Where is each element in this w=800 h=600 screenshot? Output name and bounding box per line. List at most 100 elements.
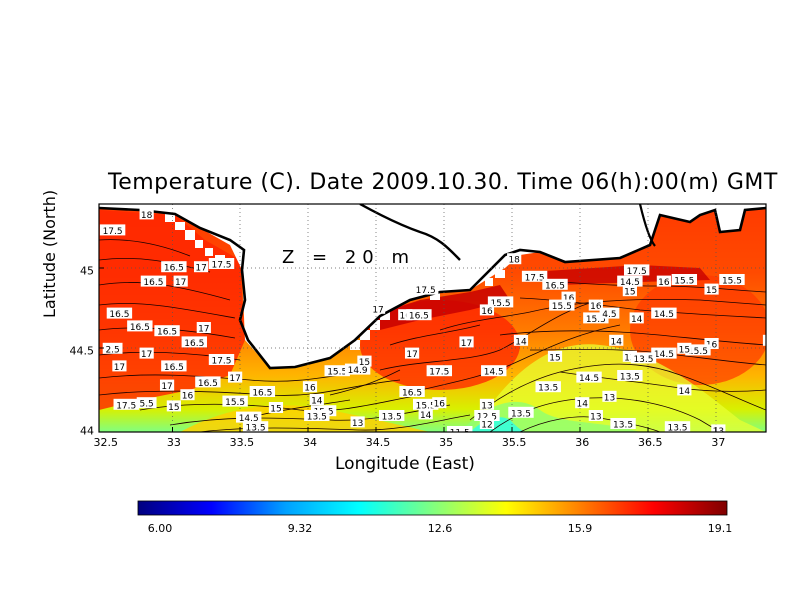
lon-tick-label: 35.5 <box>502 436 527 449</box>
contour-label: 18 <box>507 253 522 266</box>
contour-label: 15 <box>357 355 372 368</box>
coastline <box>99 206 766 370</box>
svg-text:13.5: 13.5 <box>307 413 327 423</box>
contour-label: 15.5 <box>583 312 609 325</box>
svg-text:5.5: 5.5 <box>139 400 153 410</box>
svg-text:17: 17 <box>114 363 125 373</box>
svg-text:14.5: 14.5 <box>654 310 674 320</box>
svg-text:16: 16 <box>481 307 493 317</box>
svg-text:16.5: 16.5 <box>130 323 150 333</box>
svg-text:14.9: 14.9 <box>348 366 368 376</box>
contour-label: 16 <box>656 275 672 288</box>
svg-text:15.5: 15.5 <box>416 401 436 411</box>
svg-text:16.5: 16.5 <box>164 264 184 274</box>
svg-text:11.5: 11.5 <box>450 429 470 439</box>
svg-text:14.5: 14.5 <box>620 278 640 288</box>
svg-text:13.5: 13.5 <box>667 424 687 434</box>
contour-label: 15 <box>547 350 563 363</box>
svg-text:14.5: 14.5 <box>579 374 599 384</box>
lon-tick-label: 36 <box>575 436 589 449</box>
contour-label: 13 <box>350 416 365 429</box>
contour-label: 15.5 <box>549 299 575 312</box>
lat-tick-label: 44 <box>80 424 94 437</box>
contour-label: 16 <box>479 304 495 317</box>
contour-label: 14.5 <box>236 411 262 424</box>
contour-label: 15 <box>268 402 284 415</box>
contour-label: 4.5 <box>599 307 620 320</box>
svg-text:17.5: 17.5 <box>211 357 231 367</box>
svg-text:15.5: 15.5 <box>225 398 245 408</box>
contour-label: 14 <box>677 384 692 397</box>
svg-text:15.5: 15.5 <box>688 347 708 357</box>
svg-text:16.: 16. <box>766 337 780 347</box>
svg-text:17.5: 17.5 <box>627 267 647 277</box>
contour-label: 14.5 <box>576 371 602 384</box>
svg-text:13.5: 13.5 <box>538 384 558 394</box>
svg-text:16.5: 16.5 <box>143 278 163 288</box>
contour-label: 16 <box>180 389 195 402</box>
svg-text:14: 14 <box>420 411 432 421</box>
contour-label: 14 <box>629 312 644 325</box>
svg-text:14: 14 <box>515 337 527 347</box>
svg-text:16: 16 <box>304 384 316 394</box>
contour-label: 17.5 <box>623 264 650 277</box>
contour-label: 16 <box>561 291 576 304</box>
contour-label: 13.5 <box>508 406 534 419</box>
lon-tick-label: 35 <box>439 436 453 449</box>
contour-label: 17.5 <box>521 270 548 283</box>
contour-label: 17.5 <box>99 224 126 237</box>
contour-label: 16 <box>704 338 719 351</box>
svg-text:15.5: 15.5 <box>722 277 742 287</box>
svg-text:16: 16 <box>400 312 412 322</box>
contour-label: 14.5 <box>481 365 507 378</box>
svg-text:13.5: 13.5 <box>382 413 402 423</box>
svg-text:14: 14 <box>679 387 691 397</box>
x-axis-label: Longitude (East) <box>335 454 475 474</box>
svg-text:13: 13 <box>713 427 724 437</box>
svg-text:13: 13 <box>481 401 492 411</box>
contour-label: 15.5 <box>487 296 514 309</box>
svg-text:14: 14 <box>311 397 323 407</box>
svg-text:15: 15 <box>624 288 635 298</box>
svg-text:16.5: 16.5 <box>109 310 129 320</box>
svg-text:4.5: 4.5 <box>602 310 616 320</box>
contour-label: 16.5 <box>106 307 133 320</box>
svg-text:18: 18 <box>508 256 520 266</box>
svg-text:17.5: 17.5 <box>103 227 123 237</box>
contour-label: 13 <box>602 390 617 403</box>
contour-label: 14 <box>309 394 324 407</box>
svg-text:15.5: 15.5 <box>491 299 511 309</box>
contour-label: 18 <box>139 208 154 221</box>
contour-label: 13 <box>479 398 495 411</box>
svg-text:13.5: 13.5 <box>246 424 266 434</box>
contour-label: 13.5 <box>242 421 269 434</box>
svg-text:15.5: 15.5 <box>327 368 347 378</box>
contour-label: 13.5 <box>664 421 691 434</box>
lon-tick-label: 36.5 <box>638 436 663 449</box>
contour-label: 16 <box>398 309 413 322</box>
svg-text:17: 17 <box>198 325 209 335</box>
contour-label: 16.5 <box>161 261 187 274</box>
svg-text:16.5: 16.5 <box>252 389 272 399</box>
contour-label: 15.5 <box>324 365 350 378</box>
contour-label: 13.5 <box>304 410 330 423</box>
depth-label: Z = 20 m <box>282 247 416 268</box>
contour-label: 15 <box>622 285 637 298</box>
svg-text:14.5: 14.5 <box>239 414 259 424</box>
contour-label: 13.5 <box>610 418 636 431</box>
contour-label: 17.5 <box>113 398 139 411</box>
svg-text:17.5: 17.5 <box>211 261 231 271</box>
contour-label: 17.5 <box>426 365 453 378</box>
contour-label: 14 <box>575 397 590 410</box>
svg-text:16: 16 <box>563 294 575 304</box>
colorbar-labels: 6.00 9.32 12.6 15.9 19.1 <box>148 522 733 535</box>
contour-label: 13.5 <box>535 381 561 394</box>
contour-label: 16.5 <box>406 309 432 322</box>
contour-label: 11.5 <box>447 426 473 439</box>
map-frame <box>98 203 767 433</box>
svg-text:15: 15 <box>168 403 179 413</box>
contour-label: 16.5 <box>161 360 187 373</box>
contour-label: 16.5 <box>542 278 568 291</box>
svg-text:15.5: 15.5 <box>674 277 694 287</box>
svg-text:17.5: 17.5 <box>429 368 449 378</box>
